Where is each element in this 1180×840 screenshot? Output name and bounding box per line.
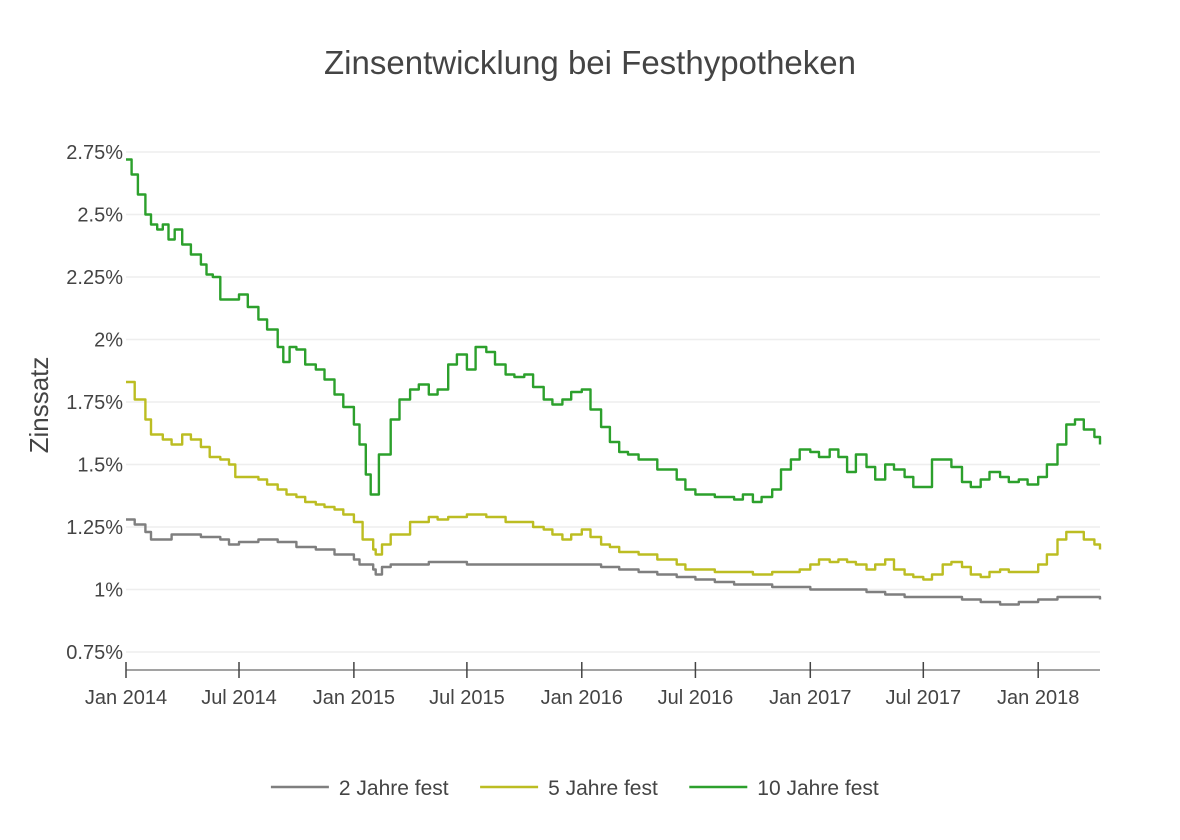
y-axis-ticks: 0.75% 1% 1.25% 1.5% 1.75% 2% 2.25% 2.5% 2.75% bbox=[66, 142, 123, 664]
x-axis-ticks: Jan 2014 Jul 2014 Jan 2015 Jul 2015 Jan 2016… bbox=[85, 662, 1100, 709]
legend: 2 Jahre fest 5 Jahre fest 10 Jahre fest bbox=[270, 777, 879, 800]
legend-label: 10 Jahre fest bbox=[757, 777, 879, 800]
x-tick-label: Jan 2015 bbox=[313, 687, 395, 709]
legend-label: 2 Jahre fest bbox=[339, 777, 449, 800]
y-tick-label: 0.75% bbox=[66, 642, 123, 664]
x-tick-label: Jan 2017 bbox=[769, 687, 851, 709]
chart-title: Zinsentwicklung bei Festhypotheken bbox=[324, 44, 856, 81]
y-axis-label: Zinssatz bbox=[24, 357, 54, 454]
series-line-10-jahre-fest bbox=[126, 158, 1102, 504]
y-tick-label: 1.75% bbox=[66, 392, 123, 414]
y-tick-label: 1.5% bbox=[77, 455, 123, 477]
x-tick-label: Jul 2016 bbox=[658, 687, 734, 709]
y-tick-label: 1.25% bbox=[66, 517, 123, 539]
x-tick-label: Jan 2016 bbox=[541, 687, 623, 709]
x-tick-label: Jan 2018 bbox=[997, 687, 1079, 709]
x-tick-label: Jul 2015 bbox=[429, 687, 505, 709]
y-tick-label: 2.5% bbox=[77, 205, 123, 227]
y-tick-label: 2.25% bbox=[66, 267, 123, 289]
y-tick-label: 1% bbox=[94, 580, 123, 602]
y-tick-label: 2.75% bbox=[66, 142, 123, 164]
series-line-5-jahre-fest bbox=[126, 380, 1102, 581]
series-lines bbox=[126, 158, 1102, 606]
x-tick-label: Jul 2014 bbox=[201, 687, 277, 709]
series-line-2-jahre-fest bbox=[126, 518, 1102, 606]
x-tick-label: Jan 2014 bbox=[85, 687, 167, 709]
x-tick-label: Jul 2017 bbox=[885, 687, 961, 709]
y-tick-label: 2% bbox=[94, 330, 123, 352]
gridlines bbox=[126, 151, 1100, 653]
legend-label: 5 Jahre fest bbox=[548, 777, 658, 800]
